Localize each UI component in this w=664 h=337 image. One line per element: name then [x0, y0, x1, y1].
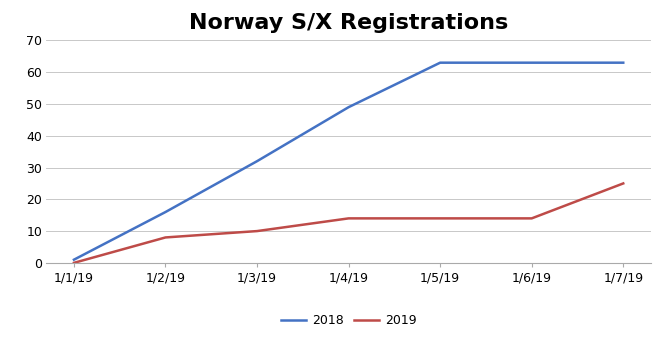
2019: [436, 216, 444, 220]
Title: Norway S/X Registrations: Norway S/X Registrations: [189, 13, 508, 33]
2019: [253, 229, 261, 233]
2019: [161, 236, 169, 240]
2019: [620, 181, 627, 185]
2019: [70, 261, 78, 265]
2019: [345, 216, 353, 220]
2018: [620, 61, 627, 65]
Legend: 2018, 2019: 2018, 2019: [276, 309, 422, 332]
2018: [345, 105, 353, 109]
2018: [436, 61, 444, 65]
2018: [528, 61, 536, 65]
Line: 2018: 2018: [74, 63, 623, 260]
2018: [253, 159, 261, 163]
2018: [161, 210, 169, 214]
Line: 2019: 2019: [74, 183, 623, 263]
2018: [70, 258, 78, 262]
2019: [528, 216, 536, 220]
